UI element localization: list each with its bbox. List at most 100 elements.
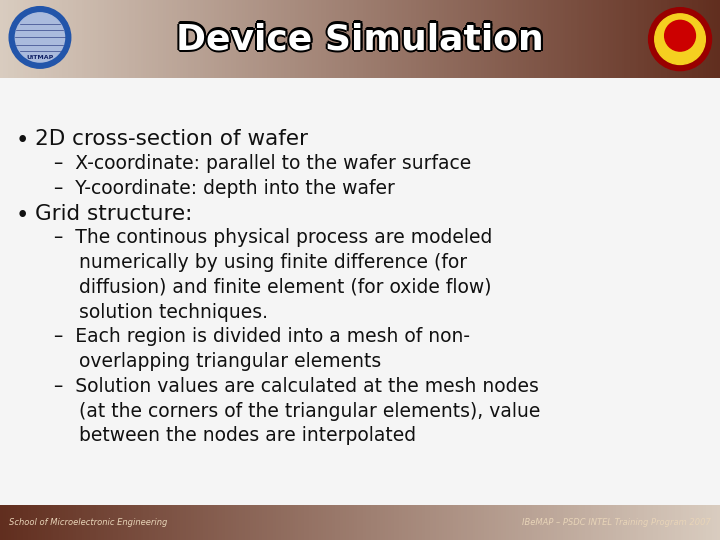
Bar bbox=[425, 0, 428, 78]
Bar bbox=[107, 0, 109, 78]
Bar bbox=[450, 505, 453, 540]
Bar bbox=[672, 0, 675, 78]
Text: –  Solution values are calculated at the mesh nodes: – Solution values are calculated at the … bbox=[54, 377, 539, 396]
Bar bbox=[708, 0, 711, 78]
Bar bbox=[490, 0, 492, 78]
Bar bbox=[394, 505, 397, 540]
Bar bbox=[6, 505, 9, 540]
Bar bbox=[605, 0, 608, 78]
Bar bbox=[444, 505, 447, 540]
Bar bbox=[382, 0, 385, 78]
Bar bbox=[528, 0, 531, 78]
Bar bbox=[73, 0, 76, 78]
Bar bbox=[276, 505, 279, 540]
Bar bbox=[84, 0, 87, 78]
Bar bbox=[624, 505, 627, 540]
Bar bbox=[3, 505, 6, 540]
Bar bbox=[205, 0, 208, 78]
Bar bbox=[17, 505, 19, 540]
Bar bbox=[559, 0, 562, 78]
Bar bbox=[351, 505, 354, 540]
Bar bbox=[459, 505, 462, 540]
Bar bbox=[453, 0, 456, 78]
Bar bbox=[346, 0, 348, 78]
Bar bbox=[405, 0, 408, 78]
Bar bbox=[81, 0, 84, 78]
Bar bbox=[99, 505, 102, 540]
Bar bbox=[102, 0, 104, 78]
Bar bbox=[132, 505, 135, 540]
Bar bbox=[19, 505, 22, 540]
Bar bbox=[205, 505, 208, 540]
Bar bbox=[419, 0, 422, 78]
Bar bbox=[256, 505, 258, 540]
Bar bbox=[613, 0, 616, 78]
Bar bbox=[540, 0, 543, 78]
Bar bbox=[93, 505, 96, 540]
Text: UiTMAP: UiTMAP bbox=[27, 56, 53, 60]
Bar bbox=[431, 0, 433, 78]
Bar bbox=[292, 0, 295, 78]
Bar bbox=[76, 505, 78, 540]
Bar bbox=[230, 505, 233, 540]
Bar bbox=[174, 0, 177, 78]
Bar bbox=[552, 0, 554, 78]
Bar bbox=[78, 505, 81, 540]
Bar bbox=[531, 505, 534, 540]
Bar bbox=[242, 505, 245, 540]
Bar bbox=[506, 0, 509, 78]
Bar bbox=[675, 505, 678, 540]
Bar bbox=[65, 0, 68, 78]
Text: Device Simulation: Device Simulation bbox=[178, 24, 545, 58]
Bar bbox=[258, 505, 261, 540]
Bar bbox=[692, 505, 695, 540]
Bar bbox=[678, 0, 680, 78]
Bar bbox=[608, 505, 611, 540]
Bar bbox=[608, 0, 611, 78]
Bar bbox=[158, 0, 161, 78]
Text: Device Simulation: Device Simulation bbox=[176, 20, 544, 54]
Bar bbox=[633, 505, 636, 540]
Bar bbox=[180, 505, 183, 540]
Bar bbox=[104, 505, 107, 540]
Bar bbox=[34, 505, 37, 540]
Bar bbox=[264, 505, 267, 540]
Circle shape bbox=[665, 21, 696, 51]
Text: –  Each region is divided into a mesh of non-: – Each region is divided into a mesh of … bbox=[54, 327, 470, 347]
Bar bbox=[675, 0, 678, 78]
Bar bbox=[329, 0, 332, 78]
Bar bbox=[282, 0, 284, 78]
Text: Grid structure:: Grid structure: bbox=[35, 204, 192, 224]
Bar bbox=[528, 505, 531, 540]
Bar bbox=[571, 0, 574, 78]
Bar bbox=[6, 0, 9, 78]
Bar bbox=[326, 0, 329, 78]
Bar bbox=[630, 505, 633, 540]
Bar bbox=[130, 505, 132, 540]
Bar bbox=[366, 0, 369, 78]
Bar bbox=[568, 0, 571, 78]
Bar bbox=[585, 0, 588, 78]
Bar bbox=[146, 505, 149, 540]
Bar bbox=[374, 0, 377, 78]
Bar bbox=[225, 0, 228, 78]
Bar bbox=[152, 505, 155, 540]
Bar bbox=[130, 0, 132, 78]
Bar bbox=[467, 505, 469, 540]
Bar bbox=[453, 505, 456, 540]
Bar bbox=[161, 0, 163, 78]
Bar bbox=[382, 505, 385, 540]
Bar bbox=[143, 505, 146, 540]
Bar bbox=[17, 0, 19, 78]
Bar bbox=[357, 0, 360, 78]
Bar bbox=[611, 505, 613, 540]
Bar bbox=[289, 505, 292, 540]
Bar bbox=[31, 0, 34, 78]
Bar bbox=[459, 0, 462, 78]
Bar bbox=[132, 0, 135, 78]
Bar bbox=[590, 505, 593, 540]
Bar bbox=[714, 0, 717, 78]
Bar bbox=[484, 0, 487, 78]
Bar bbox=[348, 505, 351, 540]
Bar bbox=[456, 0, 459, 78]
